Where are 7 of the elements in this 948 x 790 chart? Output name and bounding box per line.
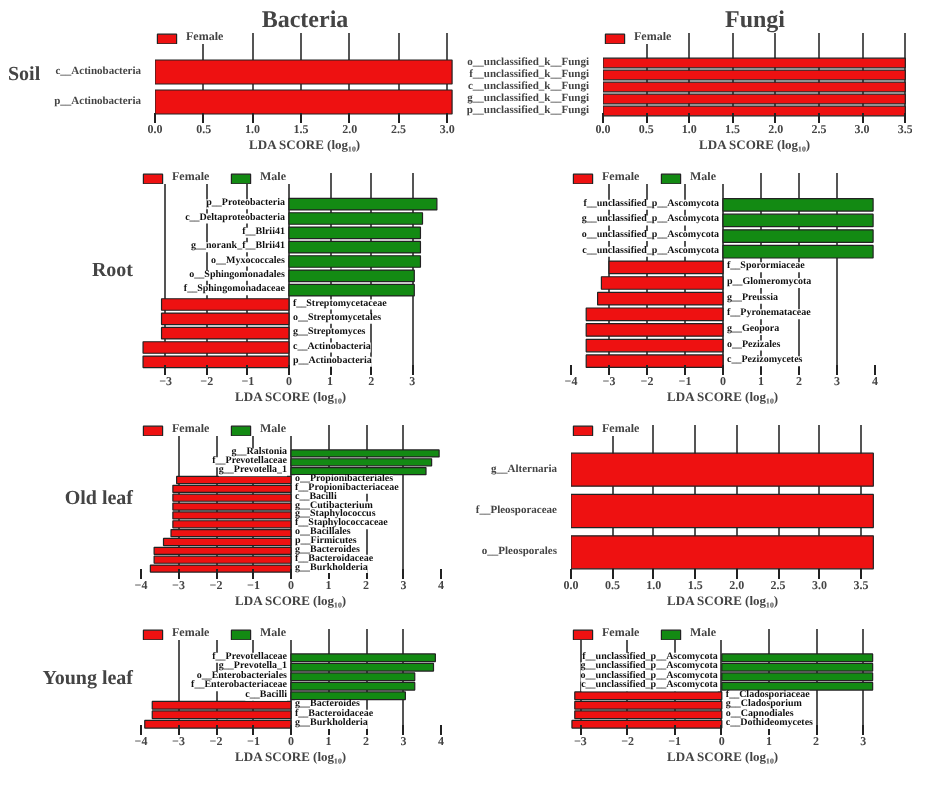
chart-title: Fungi [724, 5, 787, 33]
y-axis-title: Root [91, 260, 135, 282]
y-axis-title: Soil [8, 64, 41, 86]
y-axis-title: Old leaf [64, 488, 135, 510]
chart-title: Bacteria [261, 5, 349, 33]
bar [290, 449, 440, 458]
y-axis-title: Young leaf [42, 668, 135, 690]
